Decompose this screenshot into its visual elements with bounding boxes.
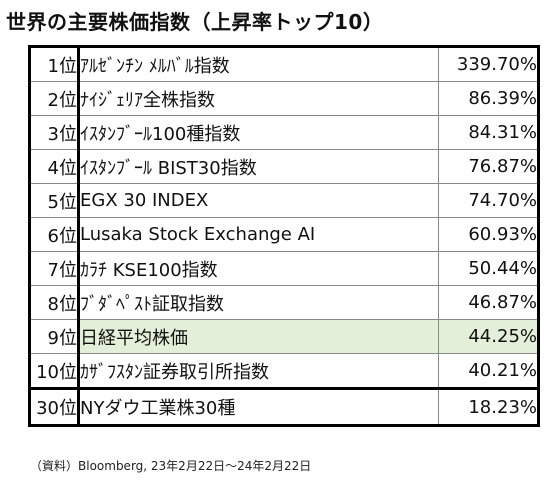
table-row: 7位 ｶﾗﾁ KSE100指数 50.44% [29, 251, 539, 286]
index-name-cell: 日経平均株価 [78, 319, 439, 354]
gain-value-cell: 40.21% [438, 353, 539, 389]
index-name-cell: Lusaka Stock Exchange AI [78, 217, 439, 252]
index-name-cell: EGX 30 INDEX [78, 183, 439, 218]
table-row: 4位 ｲｽﾀﾝﾌﾞｰﾙ BIST30指数 76.87% [29, 149, 539, 184]
table-row: 10位 ｶｻﾞﾌｽﾀﾝ証券取引所指数 40.21% [29, 353, 539, 389]
index-name-cell: ﾅｲｼﾞｪﾘｱ全株指数 [78, 81, 439, 116]
source-note: （資料）Bloomberg, 23年2月22日～24年2月22日 [30, 459, 312, 473]
gain-value-cell: 339.70% [438, 46, 539, 82]
table-row: 30位 NYダウ工業株30種 18.23% [29, 387, 539, 426]
rank-cell: 6位 [29, 217, 80, 252]
index-name-cell: ｱﾙｾﾞﾝﾁﾝ ﾒﾙﾊﾞﾙ指数 [78, 46, 439, 82]
rank-cell: 9位 [29, 319, 80, 354]
rank-cell: 4位 [29, 149, 80, 184]
rank-cell: 8位 [29, 285, 80, 320]
index-name-cell: ｶｻﾞﾌｽﾀﾝ証券取引所指数 [78, 353, 439, 389]
gain-value-cell: 86.39% [438, 81, 539, 116]
ranking-table: 1位 ｱﾙｾﾞﾝﾁﾝ ﾒﾙﾊﾞﾙ指数 339.70% 2位 ﾅｲｼﾞｪﾘｱ全株指… [28, 45, 540, 427]
gain-value-cell: 76.87% [438, 149, 539, 184]
rank-cell: 2位 [29, 81, 80, 116]
table-row: 1位 ｱﾙｾﾞﾝﾁﾝ ﾒﾙﾊﾞﾙ指数 339.70% [29, 46, 539, 82]
gain-value-cell: 50.44% [438, 251, 539, 286]
table-row: 3位 ｲｽﾀﾝﾌﾞｰﾙ100種指数 84.31% [29, 115, 539, 150]
index-name-cell: ﾌﾞﾀﾞﾍﾟｽﾄ証取指数 [78, 285, 439, 320]
gain-value-cell: 46.87% [438, 285, 539, 320]
rank-cell: 1位 [29, 46, 80, 82]
rank-cell: 10位 [29, 353, 80, 389]
index-name-cell: ｲｽﾀﾝﾌﾞｰﾙ100種指数 [78, 115, 439, 150]
rank-cell: 30位 [29, 387, 80, 426]
gain-value-cell: 74.70% [438, 183, 539, 218]
index-name-cell: NYダウ工業株30種 [78, 387, 439, 426]
index-name-cell: ｶﾗﾁ KSE100指数 [78, 251, 439, 286]
rank-cell: 3位 [29, 115, 80, 150]
gain-value-cell: 84.31% [438, 115, 539, 150]
table-row: 6位 Lusaka Stock Exchange AI 60.93% [29, 217, 539, 252]
table-row: 8位 ﾌﾞﾀﾞﾍﾟｽﾄ証取指数 46.87% [29, 285, 539, 320]
highlighted-table-row: 9位 日経平均株価 44.25% [29, 319, 539, 354]
table-row: 5位 EGX 30 INDEX 74.70% [29, 183, 539, 218]
table-row: 2位 ﾅｲｼﾞｪﾘｱ全株指数 86.39% [29, 81, 539, 116]
gain-value-cell: 60.93% [438, 217, 539, 252]
gain-value-cell: 18.23% [438, 387, 539, 426]
index-name-cell: ｲｽﾀﾝﾌﾞｰﾙ BIST30指数 [78, 149, 439, 184]
rank-cell: 7位 [29, 251, 80, 286]
rank-cell: 5位 [29, 183, 80, 218]
page-title: 世界の主要株価指数（上昇率トップ10） [6, 10, 384, 34]
gain-value-cell: 44.25% [438, 319, 539, 354]
